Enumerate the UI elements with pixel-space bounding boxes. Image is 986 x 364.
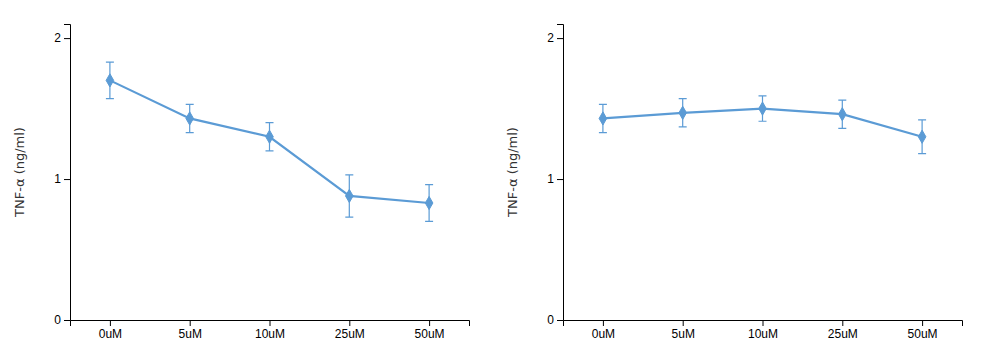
axis-title: TNF-α (ng/ml) [505, 127, 520, 218]
marker [186, 112, 194, 125]
tick: 10uM [255, 320, 285, 341]
tick-mark [270, 320, 271, 326]
panel: 0uM 5uM 10uM 25uM 50uM 0 1 2 TNF-α (ng/ml) [12, 25, 470, 341]
tick: 25uM [828, 320, 858, 341]
y-axis: 0 1 2 [547, 25, 563, 328]
tick: 0uM [592, 320, 615, 341]
error-bar [186, 104, 194, 132]
tick: 2 [547, 31, 563, 45]
marker [346, 189, 354, 202]
tick-label: 10uM [255, 327, 285, 341]
tick-label: 2 [54, 31, 61, 45]
tick-label: 0 [54, 313, 61, 327]
tick-mark [683, 320, 684, 326]
marker [679, 106, 687, 119]
tick-mark [190, 320, 191, 326]
tick-mark [763, 320, 764, 326]
tick: 0 [54, 313, 70, 327]
tick-mark [64, 38, 70, 39]
tick-mark [557, 179, 563, 180]
error-bar [838, 100, 846, 128]
axis-line [564, 321, 963, 327]
error-bar [918, 120, 926, 154]
tick: 25uM [335, 320, 365, 341]
tick: 5uM [672, 320, 695, 341]
tick-label: 2 [547, 31, 554, 45]
tick-mark [842, 320, 843, 326]
y-axis: 0 1 2 [54, 25, 70, 328]
tick-mark [922, 320, 923, 326]
tick: 0uM [99, 320, 122, 341]
x-axis: 0uM 5uM 10uM 25uM 50uM [564, 320, 963, 341]
tick-label: 50uM [908, 327, 938, 341]
panel: 0uM 5uM 10uM 25uM 50uM 0 1 2 TNF-α (ng/ml) [505, 25, 963, 341]
error-bar [599, 104, 607, 132]
error-bar [679, 99, 687, 127]
tick-label: 25uM [828, 327, 858, 341]
tick: 5uM [179, 320, 202, 341]
marker [106, 74, 114, 87]
marker [425, 196, 433, 209]
error-bars [599, 96, 926, 154]
axis-line [71, 321, 470, 327]
plot-area [106, 62, 433, 221]
tick-mark [557, 320, 563, 321]
tick-label: 0uM [592, 327, 615, 341]
tick-mark [557, 38, 563, 39]
tick: 2 [54, 31, 70, 45]
tick-label: 1 [54, 172, 61, 186]
tick-mark [349, 320, 350, 326]
tick-label: 50uM [415, 327, 445, 341]
error-bar [759, 96, 767, 121]
axis-title: TNF-α (ng/ml) [12, 127, 27, 218]
chart-root: 0uM 5uM 10uM 25uM 50uM 0 1 2 TNF-α (ng/ml) 0uM 5uM… [0, 0, 986, 364]
x-axis: 0uM 5uM 10uM 25uM 50uM [71, 320, 470, 341]
tick-label: 25uM [335, 327, 365, 341]
tick: 1 [54, 172, 70, 186]
tick-mark [429, 320, 430, 326]
tick-label: 5uM [179, 327, 202, 341]
marker [759, 102, 767, 115]
error-bar [266, 123, 274, 151]
tick-label: 1 [547, 172, 554, 186]
tick-mark [110, 320, 111, 326]
error-bar [425, 185, 433, 222]
tick-label: 10uM [748, 327, 778, 341]
tick-mark [64, 179, 70, 180]
line [110, 80, 429, 203]
marker [266, 130, 274, 143]
axis-line [557, 25, 564, 321]
tick: 1 [547, 172, 563, 186]
error-bar [345, 175, 353, 217]
tick: 50uM [908, 320, 938, 341]
tick-label: 0uM [99, 327, 122, 341]
tick: 10uM [748, 320, 778, 341]
tick: 0 [547, 313, 563, 327]
tick-label: 0 [547, 313, 554, 327]
tick: 50uM [415, 320, 445, 341]
tick-label: 5uM [672, 327, 695, 341]
markers [106, 74, 433, 210]
tick-mark [64, 320, 70, 321]
plot-area [599, 96, 926, 154]
marker [918, 130, 926, 143]
axis-line [64, 25, 71, 321]
error-bar [106, 62, 114, 99]
error-bars [106, 62, 433, 221]
marker [839, 108, 847, 121]
marker [599, 112, 607, 125]
markers [599, 102, 926, 143]
tick-mark [603, 320, 604, 326]
